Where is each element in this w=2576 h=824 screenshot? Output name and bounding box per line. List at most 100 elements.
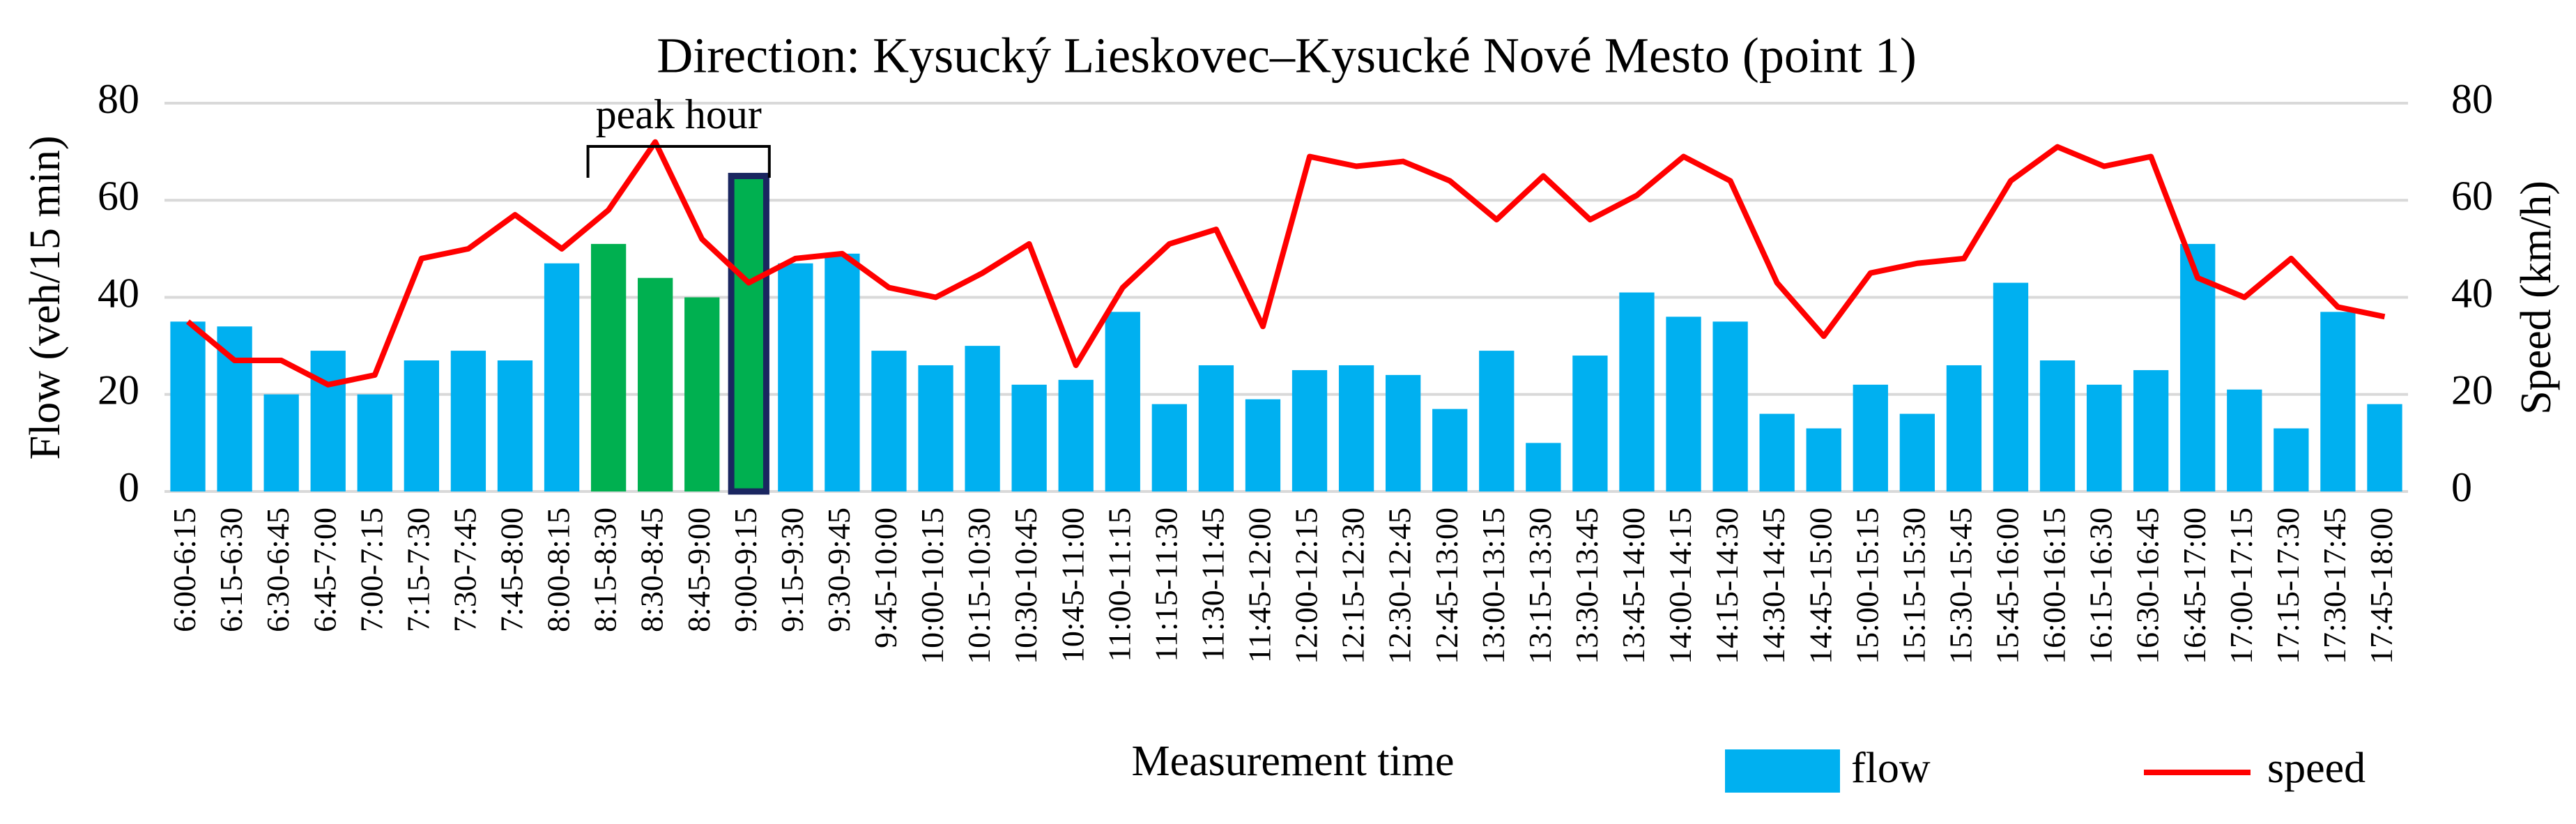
x-tick-label: 13:00-13:15 (1475, 508, 1511, 664)
bar (2039, 360, 2076, 491)
bar (1666, 316, 1701, 491)
x-tick-label: 14:15-14:30 (1709, 508, 1745, 664)
bar (544, 263, 580, 491)
x-tick-label: 12:15-12:30 (1335, 508, 1371, 664)
bar (1198, 365, 1234, 491)
x-tick-label: 9:45-10:00 (868, 508, 903, 648)
chart-title: Direction: Kysucký Lieskovec–Kysucké Nov… (657, 28, 1917, 84)
bar (965, 346, 1000, 491)
bar (497, 360, 533, 491)
x-tick-label: 15:30-15:45 (1942, 508, 1978, 664)
x-tick-label: 17:45-18:00 (2363, 508, 2399, 664)
x-tick-label: 7:15-7:30 (400, 508, 436, 632)
x-tick-label: 15:00-15:15 (1849, 508, 1885, 664)
bar (404, 360, 439, 491)
bar (1058, 379, 1094, 491)
x-tick-label: 15:15-15:30 (1896, 508, 1931, 664)
bar (2367, 404, 2402, 491)
x-tick-label: 11:00-11:15 (1101, 508, 1137, 662)
bar (825, 253, 860, 491)
bar (1853, 384, 1888, 491)
bar (1526, 443, 1561, 491)
x-tick-label: 8:45-9:00 (681, 508, 716, 632)
bar (1011, 384, 1047, 491)
x-tick-label: 8:00-8:15 (541, 508, 576, 632)
bar (1572, 356, 1608, 491)
x-tick-label: 10:30-10:45 (1008, 508, 1043, 664)
bar (1338, 365, 1374, 491)
line (185, 139, 2386, 388)
bar (170, 321, 206, 491)
x-tick-label: 9:30-9:45 (821, 508, 857, 632)
bar (590, 243, 627, 491)
bar (1806, 428, 1841, 491)
x-tick-label: 11:30-11:45 (1195, 508, 1230, 662)
x-tick-label: 7:30-7:45 (447, 508, 482, 632)
bar (1386, 374, 1421, 491)
x-tick-label: 7:45-8:00 (494, 508, 530, 632)
bar (871, 351, 907, 491)
bar (684, 297, 720, 491)
bar (1899, 413, 1935, 491)
bar (2274, 428, 2309, 491)
legend-label: flow (1851, 745, 1931, 792)
bar (2320, 312, 2356, 491)
y2-tick-label: 20 (2451, 367, 2493, 413)
y-tick-label: 80 (98, 76, 139, 122)
x-tick-label: 8:15-8:30 (588, 508, 623, 632)
x-tick-label: 13:30-13:45 (1569, 508, 1604, 664)
x-tick-label: 14:30-14:45 (1756, 508, 1791, 664)
bar (2227, 389, 2262, 491)
legend-label: speed (2267, 745, 2366, 792)
bar (1993, 282, 2029, 491)
bar (357, 394, 392, 491)
x-tick-label: 6:15-6:30 (213, 508, 249, 632)
bar (918, 365, 953, 491)
x-tick-label: 11:15-11:30 (1148, 508, 1183, 662)
bar (263, 394, 299, 491)
x-tick-label: 12:30-12:45 (1382, 508, 1418, 664)
x-tick-label: 17:15-17:30 (2270, 508, 2306, 664)
annotation-text: peak hour (596, 91, 762, 137)
x-tick-label: 16:30-16:45 (2130, 508, 2165, 664)
x-tick-label: 13:45-14:00 (1616, 508, 1651, 664)
bar (778, 263, 813, 491)
bar (1479, 351, 1515, 491)
y-tick-label: 20 (98, 367, 139, 413)
x-tick-label: 6:45-7:00 (307, 508, 342, 632)
y2-tick-label: 60 (2451, 173, 2493, 219)
x-tick-label: 8:30-8:45 (634, 508, 670, 632)
x-tick-label: 6:00-6:15 (167, 508, 202, 632)
legend-swatch (1725, 749, 1840, 793)
x-tick-label: 10:15-10:30 (961, 508, 997, 664)
bar (1245, 399, 1281, 491)
bar (1151, 404, 1187, 491)
y2-axis-title: Speed (km/h) (2513, 181, 2560, 415)
x-tick-label: 12:00-12:15 (1289, 508, 1324, 664)
bar (1291, 369, 1328, 491)
y-tick-label: 0 (118, 464, 139, 510)
x-axis-title: Measurement time (1131, 738, 1454, 785)
bar (1619, 292, 1655, 491)
y-axis-title: Flow (veh/15 min) (22, 136, 69, 460)
x-tick-label: 17:00-17:15 (2223, 508, 2259, 664)
x-tick-label: 14:45-15:00 (1802, 508, 1838, 664)
x-tick-label: 10:00-10:15 (914, 508, 950, 664)
bar (450, 351, 486, 491)
y-tick-label: 40 (98, 270, 139, 316)
y2-tick-label: 40 (2451, 270, 2493, 316)
x-tick-label: 14:00-14:15 (1662, 508, 1698, 664)
x-tick-label: 11:45-12:00 (1242, 508, 1278, 663)
bar (2086, 384, 2122, 491)
bar (1105, 312, 1140, 491)
x-tick-label: 9:00-9:15 (728, 508, 763, 632)
bar (1432, 409, 1468, 491)
x-tick-label: 16:45-17:00 (2177, 508, 2212, 664)
x-tick-label: 10:45-11:00 (1055, 508, 1090, 663)
x-tick-label: 16:00-16:15 (2037, 508, 2072, 664)
x-tick-label: 17:30-17:45 (2317, 508, 2352, 664)
x-tick-label: 7:00-7:15 (353, 508, 389, 632)
y2-tick-label: 0 (2451, 464, 2472, 510)
bar (638, 277, 673, 491)
